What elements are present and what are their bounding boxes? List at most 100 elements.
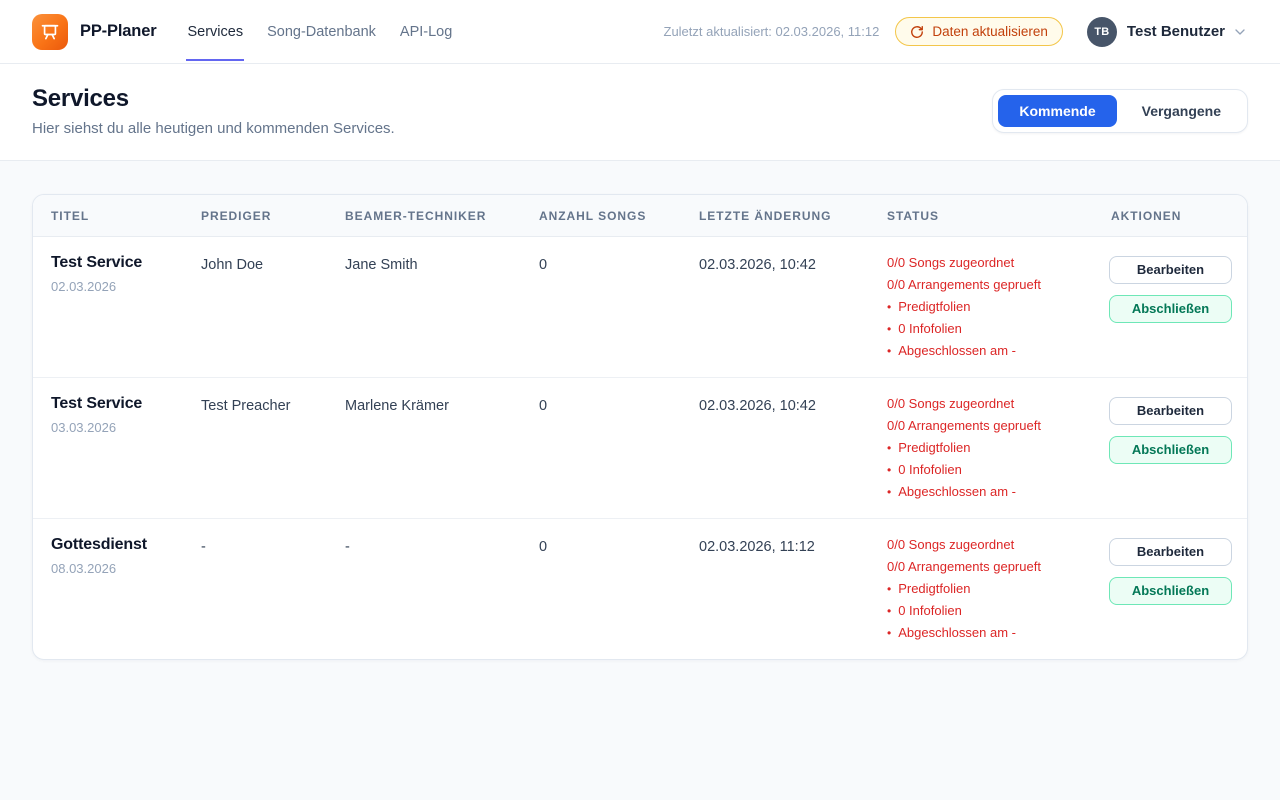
services-table-card: TITEL PREDIGER BEAMER-TECHNIKER ANZAHL S… (32, 194, 1248, 660)
status-line-text: 0/0 Arrangements geprueft (887, 418, 1041, 433)
bullet-dot: • (887, 604, 892, 618)
column-header-titel: TITEL (51, 209, 90, 223)
status-line-text: 0/0 Songs zugeordnet (887, 537, 1015, 552)
status-cell: 0/0 Songs zugeordnet 0/0 Arrangements gep… (869, 378, 1093, 518)
header-left: PP-Planer Services Song-Datenbank API-Lo… (32, 3, 453, 61)
refresh-icon (911, 25, 924, 38)
user-name: Test Benutzer (1126, 23, 1225, 40)
last-updated-text: Zuletzt aktualisiert: 02.03.2026, 11:12 (663, 24, 880, 39)
main-area: TITEL PREDIGER BEAMER-TECHNIKER ANZAHL S… (0, 161, 1280, 693)
title-cell: Test Service 02.03.2026 (33, 237, 183, 377)
preacher-cell: John Doe (201, 257, 264, 273)
status-line: • Predigtfolien (887, 296, 1083, 318)
complete-button[interactable]: Abschließen (1109, 436, 1232, 464)
bullet-dot: • (887, 463, 892, 477)
service-title: Gottesdienst (51, 536, 147, 553)
user-menu[interactable]: TB Test Benutzer (1086, 16, 1248, 47)
status-line-text: Abgeschlossen am - (898, 343, 1016, 358)
table-row: Gottesdienst 08.03.2026 - - 0 02.03.2026… (33, 519, 1247, 659)
column-header-anzahl-songs: ANZAHL SONGS (539, 209, 647, 223)
status-line: 0/0 Arrangements geprueft (887, 556, 1083, 578)
status-line-text: 0 Infofolien (898, 321, 962, 336)
status-line-text: Predigtfolien (898, 299, 971, 314)
table-row: Test Service 03.03.2026 Test Preacher Ma… (33, 378, 1247, 519)
column-header-beamer-techniker: BEAMER-TECHNIKER (345, 209, 487, 223)
bullet-dot: • (887, 344, 892, 358)
bullet-dot: • (887, 300, 892, 314)
song-count-cell: 0 (539, 539, 548, 555)
beamer-technician-cell: - (345, 539, 350, 555)
bullet-dot: • (887, 441, 892, 455)
nav-song-datenbank[interactable]: Song-Datenbank (267, 23, 376, 40)
chevron-down-icon (1235, 28, 1245, 35)
filter-kommende-button[interactable]: Kommende (998, 95, 1117, 127)
actions-cell: Bearbeiten Abschließen (1093, 378, 1247, 518)
nav-api-log[interactable]: API-Log (399, 23, 453, 40)
page-subtitle: Hier siehst du alle heutigen und kommend… (32, 120, 395, 137)
app-header: PP-Planer Services Song-Datenbank API-Lo… (0, 0, 1280, 64)
edit-button[interactable]: Bearbeiten (1109, 538, 1232, 566)
edit-button[interactable]: Bearbeiten (1109, 256, 1232, 284)
table-header-row: TITEL PREDIGER BEAMER-TECHNIKER ANZAHL S… (33, 195, 1247, 237)
status-line: • 0 Infofolien (887, 318, 1083, 340)
app-logo (32, 13, 68, 50)
column-header-aktionen: AKTIONEN (1111, 209, 1182, 223)
last-modified-cell: 02.03.2026, 11:12 (699, 539, 815, 555)
bullet-dot: • (887, 322, 892, 336)
status-cell: 0/0 Songs zugeordnet 0/0 Arrangements gep… (869, 519, 1093, 659)
status-line: 0/0 Songs zugeordnet (887, 393, 1083, 415)
page-head: Services Hier siehst du alle heutigen un… (0, 64, 1280, 161)
actions-cell: Bearbeiten Abschließen (1093, 519, 1247, 659)
service-date: 08.03.2026 (51, 561, 117, 576)
refresh-data-button[interactable]: Daten aktualisieren (895, 17, 1063, 46)
actions-cell: Bearbeiten Abschließen (1093, 237, 1247, 377)
status-line: • 0 Infofolien (887, 600, 1083, 622)
page-head-text: Services Hier siehst du alle heutigen un… (32, 85, 395, 137)
bullet-dot: • (887, 485, 892, 499)
service-title: Test Service (51, 395, 143, 412)
filter-vergangene-button[interactable]: Vergangene (1121, 95, 1242, 127)
status-line-text: 0 Infofolien (898, 603, 962, 618)
nav-services[interactable]: Services (186, 3, 245, 61)
column-header-status: STATUS (887, 209, 939, 223)
status-line: 0/0 Arrangements geprueft (887, 274, 1083, 296)
table-body: Test Service 02.03.2026 John Doe Jane Sm… (33, 237, 1247, 659)
status-line-text: 0 Infofolien (898, 462, 962, 477)
status-line: • Abgeschlossen am - (887, 340, 1083, 362)
bullet-dot: • (887, 626, 892, 640)
service-date: 03.03.2026 (51, 420, 117, 435)
song-count-cell: 0 (539, 257, 548, 273)
beamer-technician-cell: Jane Smith (345, 257, 418, 273)
bullet-dot: • (887, 582, 892, 596)
status-line: • Predigtfolien (887, 437, 1083, 459)
status-line-text: 0/0 Arrangements geprueft (887, 277, 1041, 292)
beamer-technician-cell: Marlene Krämer (345, 398, 449, 414)
edit-button[interactable]: Bearbeiten (1109, 397, 1232, 425)
table-row: Test Service 02.03.2026 John Doe Jane Sm… (33, 237, 1247, 378)
presentation-board-icon (41, 24, 59, 40)
status-line: 0/0 Arrangements geprueft (887, 415, 1083, 437)
last-modified-cell: 02.03.2026, 10:42 (699, 257, 816, 273)
preacher-cell: - (201, 539, 206, 555)
status-line-text: 0/0 Songs zugeordnet (887, 396, 1015, 411)
status-line-text: 0/0 Arrangements geprueft (887, 559, 1041, 574)
header-right: Zuletzt aktualisiert: 02.03.2026, 11:12 … (663, 16, 1249, 47)
column-header-prediger: PREDIGER (201, 209, 272, 223)
avatar: TB (1086, 16, 1117, 47)
status-line-text: Predigtfolien (898, 440, 971, 455)
service-title: Test Service (51, 254, 143, 271)
title-cell: Gottesdienst 08.03.2026 (33, 519, 183, 659)
service-date: 02.03.2026 (51, 279, 117, 294)
status-line-text: Abgeschlossen am - (898, 484, 1016, 499)
page-title: Services (32, 85, 129, 112)
status-line-text: 0/0 Songs zugeordnet (887, 255, 1015, 270)
title-cell: Test Service 03.03.2026 (33, 378, 183, 518)
status-line: • Abgeschlossen am - (887, 622, 1083, 644)
status-line: • 0 Infofolien (887, 459, 1083, 481)
column-header-letzte-aenderung: LETZTE ÄNDERUNG (699, 209, 832, 223)
complete-button[interactable]: Abschließen (1109, 295, 1232, 323)
last-modified-cell: 02.03.2026, 10:42 (699, 398, 816, 414)
status-cell: 0/0 Songs zugeordnet 0/0 Arrangements gep… (869, 237, 1093, 377)
status-line: 0/0 Songs zugeordnet (887, 534, 1083, 556)
complete-button[interactable]: Abschließen (1109, 577, 1232, 605)
